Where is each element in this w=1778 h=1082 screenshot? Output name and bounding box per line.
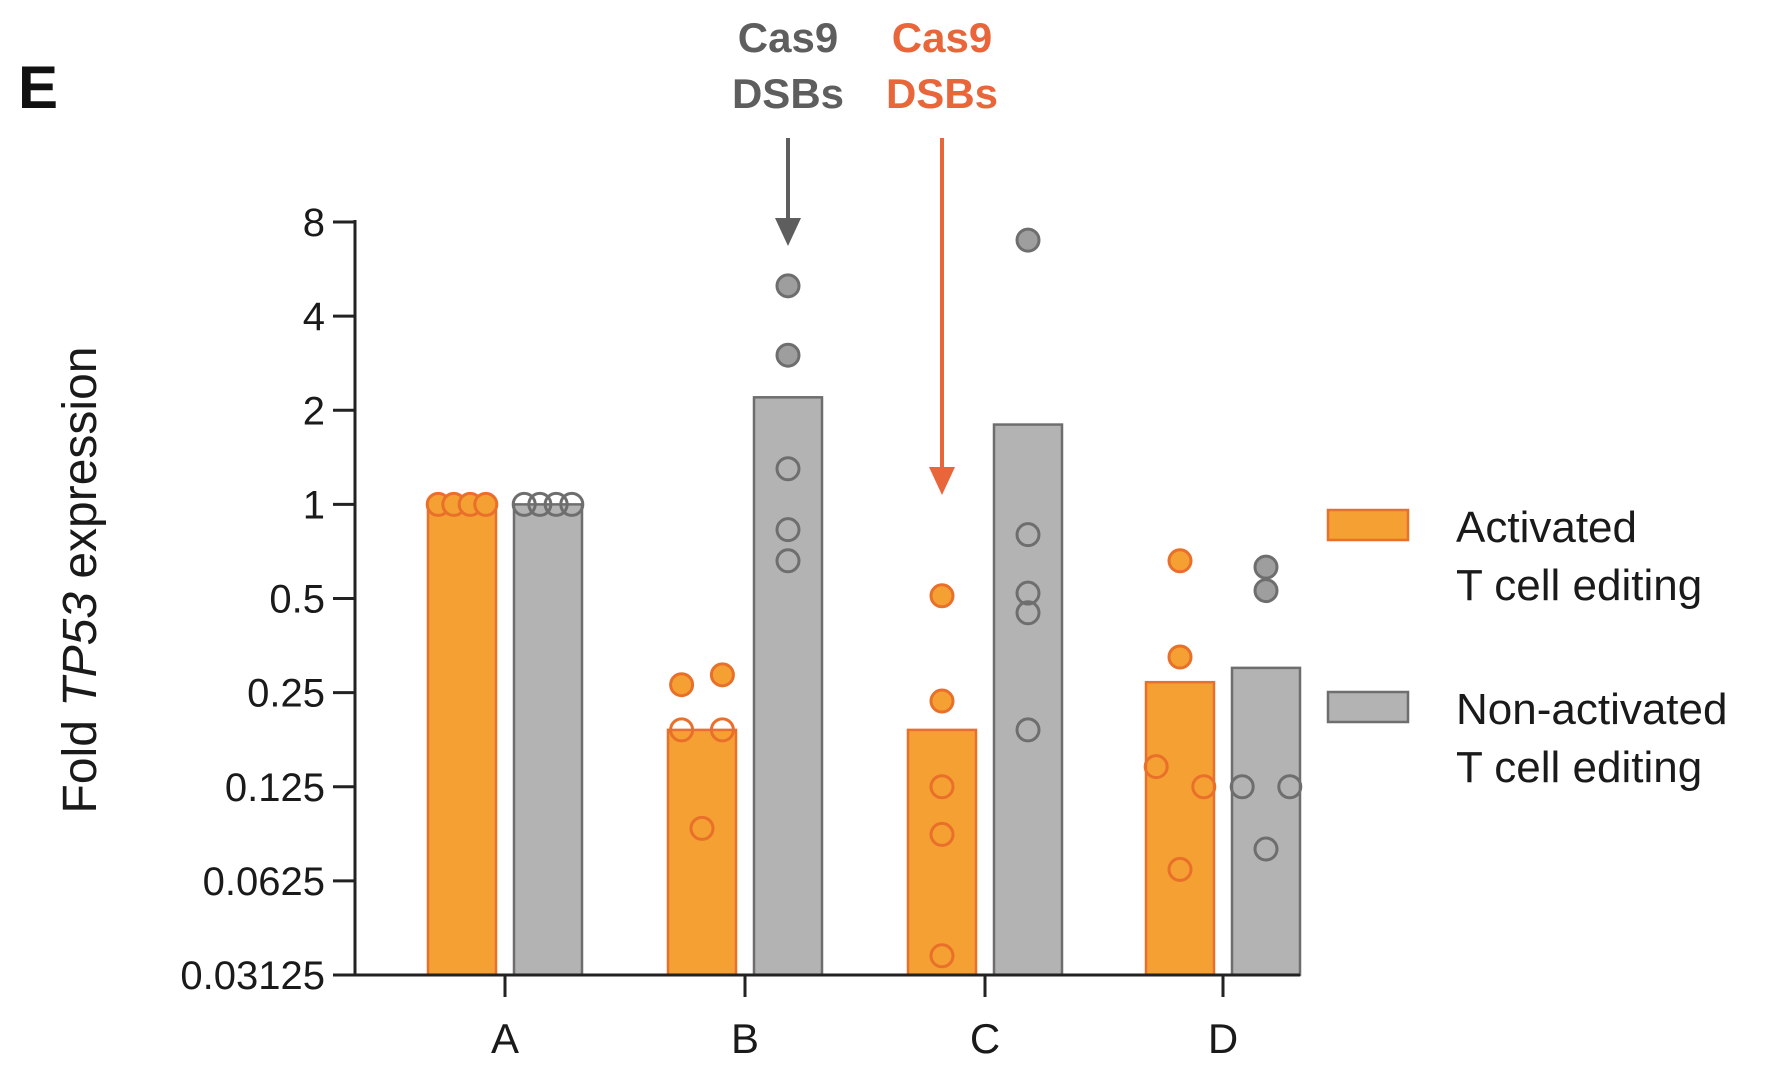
x-tick-label-C: C: [970, 1015, 1000, 1062]
y-tick-label-3: 1: [303, 483, 325, 527]
y-tick-label-2: 2: [303, 389, 325, 433]
data-point-nonactivated-C-2: [1015, 580, 1041, 606]
data-point-activated-B-0: [669, 672, 695, 698]
y-tick-label-5: 0.25: [247, 672, 325, 716]
data-point-nonactivated-D-0: [1253, 554, 1279, 580]
data-point-activated-B-4: [689, 815, 715, 841]
data-point-activated-D-4: [1167, 856, 1193, 882]
bar-nonactivated-B: [752, 396, 824, 977]
data-point-nonactivated-A-0: [511, 491, 537, 517]
legend-label-nonactivated-line2: T cell editing: [1456, 743, 1702, 792]
y-tick-label-1: 4: [303, 295, 325, 339]
data-point-nonactivated-A-1: [527, 491, 553, 517]
data-point-nonactivated-D-4: [1253, 836, 1279, 862]
legend-label-activated-line2: T cell editing: [1456, 561, 1702, 610]
y-axis-label-prefix: Fold: [54, 707, 107, 814]
data-point-activated-C-1: [929, 688, 955, 714]
data-point-nonactivated-B-2: [775, 456, 801, 482]
data-point-activated-C-3: [929, 821, 955, 847]
legend-label-activated-line1: Activated: [1456, 503, 1637, 552]
data-point-activated-D-0: [1167, 548, 1193, 574]
y-axis-label-suffix: expression: [54, 347, 107, 592]
data-point-nonactivated-C-1: [1015, 522, 1041, 548]
legend: Activated T cell editing Non-activated T…: [1326, 503, 1727, 792]
data-point-activated-B-3: [709, 717, 735, 743]
annotation-orange-line1: Cas9: [892, 14, 992, 61]
data-point-nonactivated-C-0: [1015, 227, 1041, 253]
data-point-nonactivated-C-3: [1015, 600, 1041, 626]
legend-swatch-nonactivated: [1326, 690, 1410, 724]
y-tick-label-0: 8: [303, 201, 325, 245]
data-point-activated-C-4: [929, 943, 955, 969]
annotations-group: Cas9 DSBs Cas9 DSBs: [732, 14, 998, 495]
annotation-orange-arrow-head: [929, 467, 955, 495]
x-tick-label-B: B: [731, 1015, 759, 1062]
bar-activated-A: [426, 503, 498, 977]
annotation-gray-line1: Cas9: [738, 14, 838, 61]
y-tick-label-8: 0.03125: [180, 954, 325, 998]
axes-group: 8 4 2 1 0.5 0.25 0.125 0.0625 0.03125 A B C D: [180, 201, 1300, 1062]
bar-nonactivated-A: [512, 503, 584, 977]
bar-activated-D: [1144, 680, 1216, 977]
bar-nonactivated-D: [1230, 666, 1302, 977]
legend-swatch-activated: [1326, 508, 1410, 542]
data-point-nonactivated-D-2: [1229, 774, 1255, 800]
annotation-orange-line2: DSBs: [886, 70, 998, 117]
bars-group: [426, 396, 1302, 977]
x-tick-label-A: A: [491, 1015, 519, 1062]
x-tick-label-D: D: [1208, 1015, 1238, 1062]
data-point-nonactivated-D-1: [1253, 578, 1279, 604]
data-point-activated-C-2: [929, 774, 955, 800]
data-point-nonactivated-D-3: [1277, 774, 1303, 800]
data-point-nonactivated-A-2: [543, 491, 569, 517]
y-tick-label-4: 0.5: [269, 578, 325, 622]
legend-label-nonactivated-line1: Non-activated: [1456, 685, 1727, 734]
annotation-gray-line2: DSBs: [732, 70, 844, 117]
data-point-nonactivated-B-3: [775, 517, 801, 543]
y-axis-label: Fold TP53 expression: [54, 347, 107, 814]
data-point-nonactivated-B-4: [775, 548, 801, 574]
data-point-nonactivated-C-4: [1015, 717, 1041, 743]
y-tick-label-6: 0.125: [225, 766, 325, 810]
panel-label: E: [18, 54, 58, 121]
data-point-activated-C-0: [929, 583, 955, 609]
data-point-nonactivated-A-3: [559, 491, 585, 517]
bar-activated-C: [906, 728, 978, 977]
annotation-gray-arrow-head: [775, 218, 801, 246]
data-point-nonactivated-B-0: [775, 273, 801, 299]
data-point-activated-D-3: [1191, 774, 1217, 800]
data-point-activated-D-1: [1167, 644, 1193, 670]
data-point-activated-A-3: [473, 491, 499, 517]
y-axis-label-gene: TP53: [54, 592, 107, 707]
y-tick-label-7: 0.0625: [203, 860, 325, 904]
bar-activated-B: [666, 728, 738, 977]
data-point-activated-D-2: [1143, 754, 1169, 780]
data-point-activated-B-1: [709, 662, 735, 688]
data-point-activated-B-2: [669, 717, 695, 743]
points-group: [425, 227, 1303, 969]
data-point-nonactivated-B-1: [775, 342, 801, 368]
bar-nonactivated-C: [992, 423, 1064, 977]
